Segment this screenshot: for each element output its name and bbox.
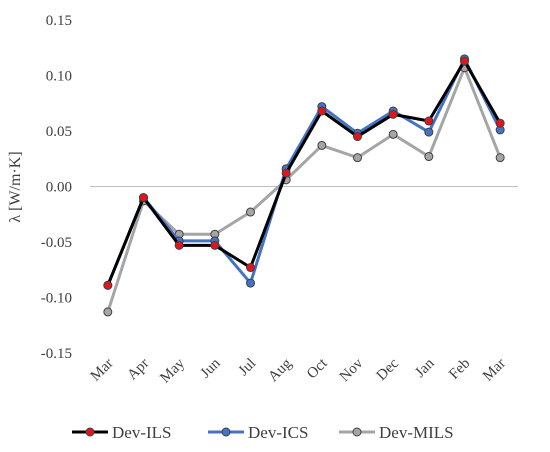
legend: Dev-ILS Dev-ICS Dev-MILS [72,423,454,442]
data-point [317,106,327,116]
x-tick-label: Oct [304,355,331,382]
data-point [174,240,184,250]
data-point [424,116,434,126]
x-tick-label: Nov [337,355,367,385]
x-tick-label: Mar [88,356,117,385]
data-point [246,278,255,288]
data-point [353,153,362,163]
x-tick-label: Jul [236,356,260,380]
series-dev-ics [103,54,505,290]
data-point [103,280,113,290]
series-line [106,57,502,287]
legend-label: Dev-MILS [379,423,454,442]
x-tick-labels: Mar Apr May Jun Jul Aug Oct Nov Dec Jan Feb Mar [88,355,509,386]
x-tick-label: Dec [374,355,403,384]
series-line [106,66,502,314]
data-point [495,118,505,128]
y-axis-label: λ [W/m·K] [7,151,24,222]
x-tick-label: Feb [446,356,473,383]
y-tick-label: 0.10 [46,69,72,85]
x-tick-label: Jan [412,355,438,381]
y-tick-label: -0.05 [41,235,72,251]
data-point [246,207,255,217]
y-tick-label: -0.10 [41,291,72,307]
series-line [106,59,502,287]
legend-label: Dev-ILS [112,423,171,442]
data-point [210,240,220,250]
y-tick-label: 0.05 [46,124,72,140]
data-point [460,56,469,66]
y-tick-label: 0.15 [46,13,72,29]
data-point [388,129,398,139]
y-tick-labels: 0.15 0.10 0.05 0.00 -0.05 -0.10 -0.15 [41,13,72,362]
legend-item: Dev-ILS [72,423,171,442]
data-point [317,140,327,150]
data-point [139,193,148,203]
y-tick-label: 0.00 [46,180,72,196]
series-group [103,54,505,317]
legend-item: Dev-MILS [339,423,454,442]
x-tick-label: Aug [265,355,295,385]
data-point [281,168,291,178]
data-point [353,132,362,142]
legend-marker [352,427,362,437]
series-dev-ils [103,56,505,290]
x-tick-label: Jun [198,355,224,381]
x-tick-label: Mar [480,356,509,385]
data-point [495,153,505,163]
data-point [103,307,113,317]
data-point [424,152,434,162]
legend-marker [221,427,231,437]
legend-item: Dev-ICS [208,423,308,442]
legend-marker [85,427,95,437]
x-tick-label: May [157,355,188,386]
data-point [388,109,398,119]
y-tick-label: -0.15 [41,346,72,362]
data-point [246,263,255,273]
legend-label: Dev-ICS [248,423,308,442]
x-tick-label: Apr [125,356,153,384]
data-point [424,127,434,137]
